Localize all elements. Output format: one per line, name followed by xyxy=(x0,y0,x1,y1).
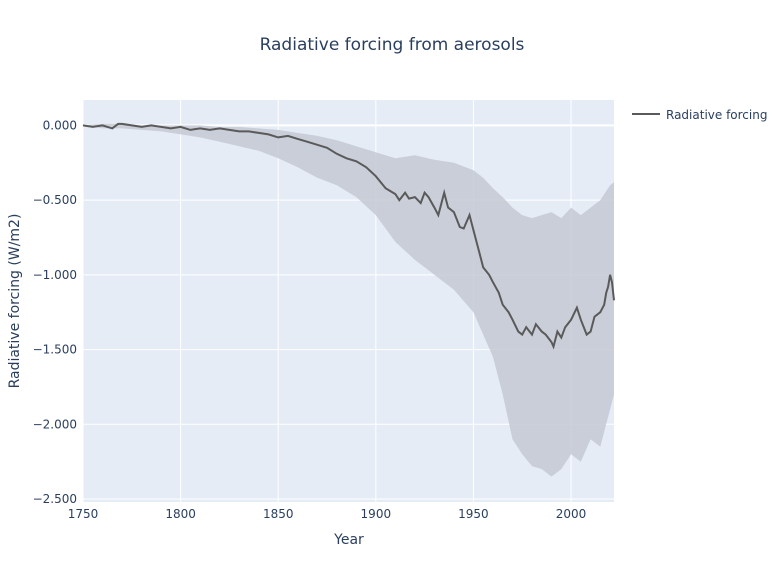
x-tick-label: 1950 xyxy=(458,507,489,521)
chart-title: Radiative forcing from aerosols xyxy=(260,35,525,55)
x-axis-ticks: 1750 1800 1850 1900 1950 2000 xyxy=(68,507,587,521)
uncertainty-band xyxy=(83,123,614,477)
radiative-forcing-line xyxy=(82,122,615,350)
y-axis-title: Radiative forcing (W/m2) xyxy=(7,214,23,389)
x-axis-title: Year xyxy=(333,532,364,548)
x-tick-label: 1850 xyxy=(263,507,294,521)
y-tick-label: −2.500 xyxy=(33,492,77,506)
y-tick-label: −2.000 xyxy=(33,417,77,431)
y-tick-label: −0.500 xyxy=(33,193,77,207)
y-tick-label: −1.000 xyxy=(33,268,77,282)
x-tick-label: 2000 xyxy=(556,507,587,521)
y-axis-ticks: 0.000 −0.500 −1.000 −1.500 −2.000 −2.500 xyxy=(33,118,77,506)
x-tick-label: 1750 xyxy=(68,507,99,521)
legend-label: Radiative forcing xyxy=(666,108,767,122)
y-tick-label: −1.500 xyxy=(33,343,77,357)
y-tick-label: 0.000 xyxy=(43,118,77,132)
x-tick-label: 1900 xyxy=(361,507,392,521)
x-tick-label: 1800 xyxy=(165,507,196,521)
legend[interactable]: Radiative forcing xyxy=(632,108,767,122)
